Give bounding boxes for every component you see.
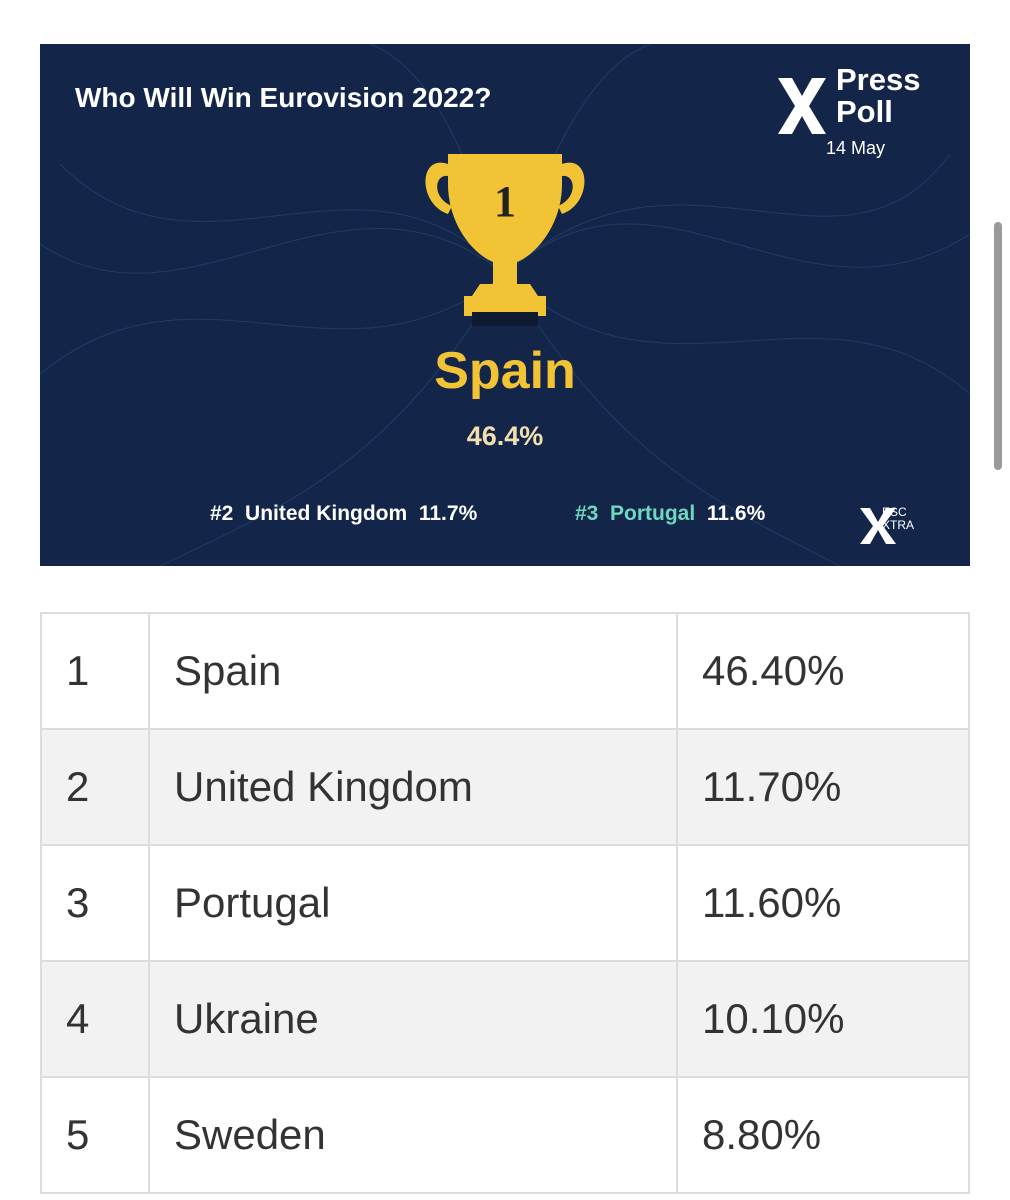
share: 11.7% bbox=[418, 502, 478, 525]
trophy-rank: 1 bbox=[494, 177, 516, 226]
banner-title: Who Will Win Eurovision 2022? bbox=[75, 82, 492, 113]
date: 14 May bbox=[826, 138, 886, 158]
cell-rank: 5 bbox=[40, 1076, 150, 1194]
rank: #2 bbox=[210, 502, 234, 525]
cell-share: 11.60% bbox=[676, 844, 970, 962]
cell-share: 11.70% bbox=[676, 728, 970, 846]
wave-pattern bbox=[40, 44, 970, 566]
table-row: 2 United Kingdom 11.70% bbox=[40, 728, 970, 846]
logo-mark bbox=[778, 78, 896, 544]
cell-rank: 4 bbox=[40, 960, 150, 1078]
table-row: 4 Ukraine 10.10% bbox=[40, 960, 970, 1078]
brand-line2: XTRA bbox=[882, 518, 915, 532]
runner-up: #2 United Kingdom 11.7% bbox=[210, 502, 477, 526]
cell-name: Spain bbox=[148, 612, 678, 730]
cell-name: Sweden bbox=[148, 1076, 678, 1194]
banner-image: Who Will Win Eurovision 2022? Press Poll… bbox=[40, 44, 970, 566]
scrollbar bbox=[994, 222, 1002, 470]
cell-rank: 1 bbox=[40, 612, 150, 730]
cell-rank: 2 bbox=[40, 728, 150, 846]
logo-line1: Press bbox=[836, 62, 921, 97]
winner-name: Spain bbox=[434, 342, 576, 400]
trophy-icon bbox=[425, 154, 585, 326]
table-row: 5 Sweden 8.80% bbox=[40, 1076, 970, 1194]
country: Portugal bbox=[610, 502, 696, 525]
cell-share: 8.80% bbox=[676, 1076, 970, 1194]
cell-name: Ukraine bbox=[148, 960, 678, 1078]
share: 11.6% bbox=[706, 502, 766, 525]
cell-name: United Kingdom bbox=[148, 728, 678, 846]
cell-share: 10.10% bbox=[676, 960, 970, 1078]
cell-rank: 3 bbox=[40, 844, 150, 962]
table-row: 3 Portugal 11.60% bbox=[40, 844, 970, 962]
cell-name: Portugal bbox=[148, 844, 678, 962]
logo-line2: Poll bbox=[836, 94, 893, 129]
cell-share: 46.40% bbox=[676, 612, 970, 730]
rank: #3 bbox=[575, 502, 599, 525]
brand-line1: ESC bbox=[882, 505, 907, 519]
country: United Kingdom bbox=[245, 502, 408, 525]
banner-graphics bbox=[40, 44, 970, 566]
winner-share: 46.4% bbox=[466, 421, 544, 451]
table-body: 1 Spain 46.40% 2 United Kingdom 11.70% 3 Portug… bbox=[40, 612, 970, 1194]
results-table: 1 Spain 46.40% 2 United Kingdom 11.70% 3 Portug… bbox=[40, 612, 970, 1194]
table-row: 1 Spain 46.40% bbox=[40, 612, 970, 730]
brand: ESC XTRA bbox=[882, 506, 914, 532]
runner-up: #3 Portugal 11.6% bbox=[575, 502, 765, 526]
